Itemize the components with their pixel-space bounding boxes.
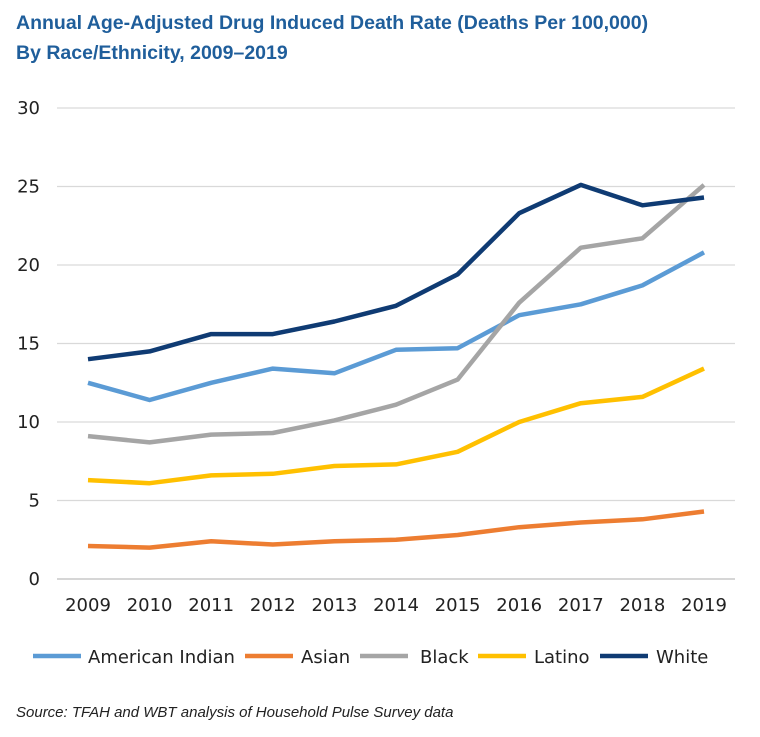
legend-item: American Indian — [33, 647, 235, 668]
y-tick-label: 5 — [29, 491, 40, 512]
y-tick-label: 15 — [17, 334, 40, 355]
x-tick-label: 2012 — [250, 595, 296, 616]
series-lines — [87, 182, 706, 550]
gridlines — [57, 107, 735, 580]
x-tick-label: 2019 — [681, 595, 727, 616]
x-tick-label: 2015 — [435, 595, 481, 616]
series-line-asian — [87, 509, 705, 550]
legend-item: White — [600, 647, 708, 668]
legend-item: Asian — [245, 647, 350, 668]
y-tick-label: 25 — [17, 177, 40, 198]
legend-label: Latino — [534, 647, 590, 668]
y-tick-label: 10 — [17, 412, 40, 433]
series-line-latino — [87, 366, 705, 486]
x-tick-label: 2017 — [558, 595, 604, 616]
legend-label: White — [656, 647, 708, 668]
legend-item: Black — [360, 647, 469, 668]
legend-label: Asian — [301, 647, 350, 668]
title-line-1: Annual Age-Adjusted Drug Induced Death R… — [16, 12, 649, 34]
legend-item: Latino — [478, 647, 590, 668]
y-tick-label: 20 — [17, 255, 40, 276]
y-tick-label: 0 — [29, 569, 40, 590]
y-tick-label: 30 — [17, 98, 40, 119]
chart-title: Annual Age-Adjusted Drug Induced Death R… — [16, 8, 746, 68]
x-tick-label: 2011 — [188, 595, 234, 616]
y-axis-ticks: 0 5 10 15 20 25 30 — [17, 98, 40, 590]
x-tick-label: 2014 — [373, 595, 419, 616]
x-axis-ticks: 2009 2010 2011 2012 2013 2014 2015 2016 2017 2018… — [65, 595, 727, 616]
legend-label: American Indian — [88, 647, 235, 668]
x-tick-label: 2009 — [65, 595, 111, 616]
series-line-american-indian — [87, 250, 706, 403]
line-chart: 0 5 10 15 20 25 30 2009 2010 2011 2012 2013 2014 201… — [17, 98, 735, 668]
x-tick-label: 2016 — [496, 595, 542, 616]
legend: American Indian Asian Black Latino White — [33, 647, 708, 668]
x-tick-label: 2018 — [619, 595, 665, 616]
x-tick-label: 2013 — [311, 595, 357, 616]
x-tick-label: 2010 — [127, 595, 173, 616]
legend-label: Black — [420, 647, 469, 668]
title-line-2: By Race/Ethnicity, 2009–2019 — [16, 42, 288, 64]
source-note: Source: TFAH and WBT analysis of Househo… — [16, 704, 454, 721]
series-line-black — [87, 183, 706, 445]
series-line-white — [87, 182, 705, 362]
